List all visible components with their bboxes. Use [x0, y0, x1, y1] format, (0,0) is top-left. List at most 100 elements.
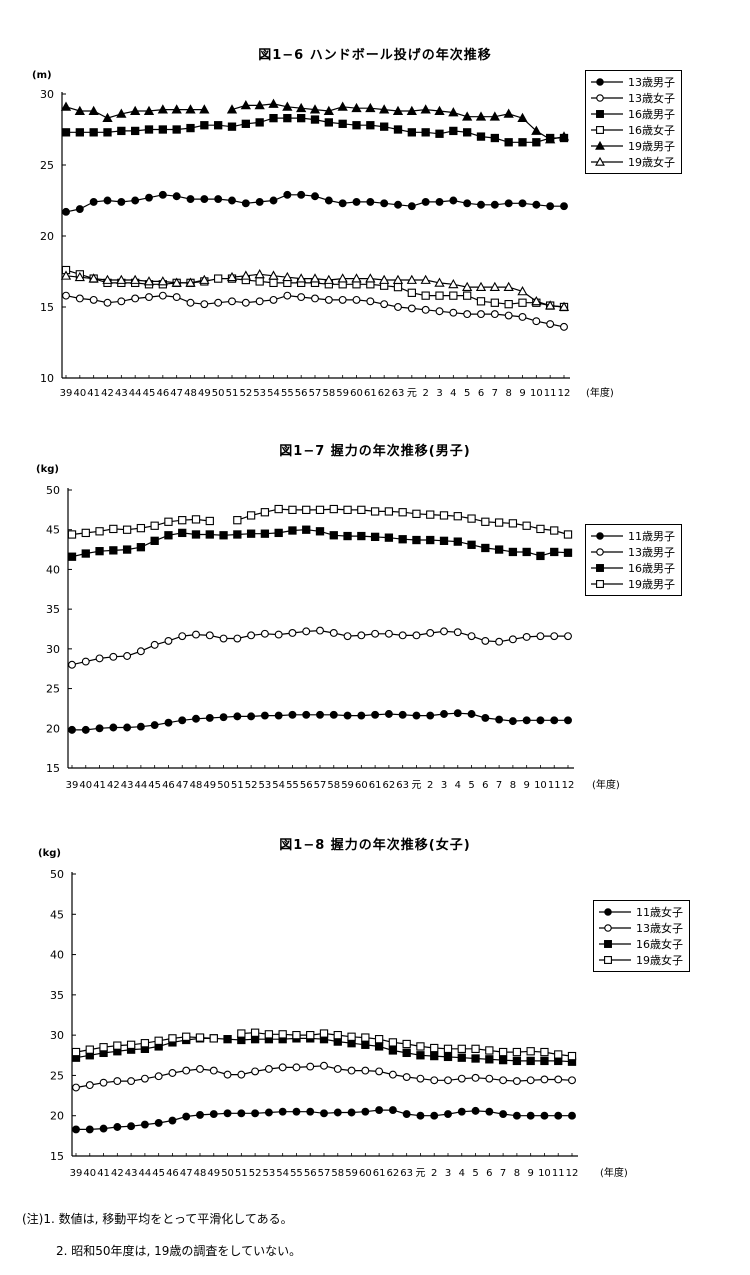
data-point [333, 1030, 342, 1040]
x-tick-label: 47 [176, 780, 189, 791]
data-point [540, 1056, 549, 1066]
legend-label: 19歳男子 [628, 578, 675, 591]
data-point [186, 195, 195, 204]
data-point [365, 273, 376, 283]
x-tick-label: 44 [139, 1168, 152, 1179]
data-point [388, 1038, 398, 1047]
data-point [288, 505, 297, 515]
data-point [140, 1120, 149, 1129]
x-axis-unit: (年度) [592, 778, 620, 791]
x-tick-label: 44 [135, 780, 148, 791]
data-point [136, 647, 145, 656]
data-point [338, 119, 347, 128]
x-tick-label: 5 [464, 388, 470, 399]
data-point [157, 276, 168, 286]
x-tick-label: 55 [281, 388, 294, 399]
data-point [416, 1051, 425, 1060]
data-point [233, 516, 242, 525]
data-point [532, 317, 541, 326]
legend-item: 19歳女子 [598, 952, 683, 968]
x-tick-label: 41 [93, 780, 106, 791]
data-point [214, 195, 223, 204]
footnotes: (注)1. 数値は, 移動平均をとって平滑化してある。 2. 昭和50年度は, … [22, 1203, 301, 1267]
data-point [477, 200, 485, 209]
x-tick-label: 42 [111, 1168, 124, 1179]
data-point [499, 1110, 508, 1119]
data-point [99, 1078, 108, 1087]
data-point [443, 1052, 453, 1062]
data-point [250, 1028, 260, 1037]
data-point [370, 532, 380, 542]
data-point [145, 293, 153, 302]
x-tick-label: 50 [217, 780, 230, 791]
x-tick-label: 63 [392, 388, 405, 399]
legend-label: 11歳女子 [636, 906, 683, 919]
data-point [402, 1110, 411, 1119]
x-axis-unit: (年度) [586, 386, 614, 399]
data-point [233, 530, 242, 539]
data-point [536, 524, 545, 534]
data-point [351, 102, 362, 113]
legend-swatch [591, 94, 623, 102]
data-point [103, 128, 112, 137]
series-1 [62, 190, 568, 216]
x-tick-label: 43 [121, 780, 134, 791]
data-point [394, 200, 402, 209]
data-point [485, 1046, 494, 1055]
data-point [398, 535, 407, 544]
data-point [311, 192, 319, 201]
data-point [205, 530, 214, 539]
data-point [81, 549, 90, 558]
data-point [343, 711, 352, 720]
data-point [448, 278, 459, 289]
data-point [337, 273, 348, 283]
x-tick-label: 43 [125, 1168, 138, 1179]
data-point [384, 533, 394, 542]
data-point [186, 298, 195, 307]
data-point [247, 631, 256, 640]
data-point [504, 311, 513, 320]
x-tick-label: 51 [235, 1168, 248, 1179]
legend-label: 16歳女子 [628, 124, 675, 137]
data-point [393, 125, 403, 134]
data-point [430, 1076, 439, 1085]
data-point [343, 632, 352, 641]
data-point [117, 297, 126, 306]
data-point [168, 1069, 177, 1077]
data-point [89, 295, 98, 304]
data-point [254, 100, 265, 110]
data-point [74, 271, 85, 282]
data-point [199, 104, 210, 114]
legend-swatch [591, 140, 623, 150]
data-point [292, 1030, 301, 1040]
data-point [200, 121, 209, 130]
data-point [518, 298, 527, 307]
data-point [402, 1048, 411, 1058]
data-point [554, 1075, 563, 1084]
x-tick-label: 8 [505, 388, 511, 399]
data-point [178, 528, 187, 538]
data-point [306, 1107, 315, 1116]
x-tick-label: 50 [212, 388, 225, 399]
data-point [240, 100, 251, 110]
legend-item: 16歳男子 [590, 106, 675, 122]
data-point [536, 632, 545, 641]
data-point [568, 1076, 576, 1085]
data-point [329, 710, 338, 719]
data-point [489, 111, 500, 121]
data-point [560, 202, 568, 211]
x-tick-label: 5 [468, 780, 474, 791]
data-point [316, 626, 324, 635]
data-point [463, 291, 472, 300]
legend-label: 11歳男子 [628, 530, 675, 543]
data-point [269, 113, 278, 123]
data-point [219, 634, 228, 643]
data-point [531, 295, 542, 306]
data-point [546, 202, 555, 211]
data-point [130, 105, 141, 115]
data-point [420, 274, 431, 284]
legend-swatch [591, 78, 623, 86]
legend-label: 19歳女子 [628, 156, 675, 169]
legend-swatch [599, 940, 631, 948]
data-point [338, 199, 347, 208]
